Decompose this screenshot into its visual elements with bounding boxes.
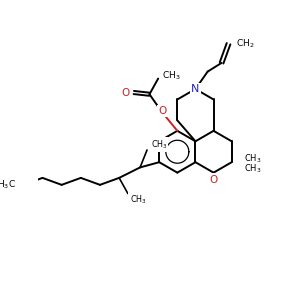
Text: CH$_3$: CH$_3$ [130, 194, 146, 206]
Text: O: O [121, 88, 129, 98]
Text: CH$_3$: CH$_3$ [244, 163, 261, 175]
Text: N: N [191, 84, 200, 94]
Text: CH$_3$: CH$_3$ [162, 70, 180, 82]
Text: O: O [158, 106, 167, 116]
Text: CH$_2$: CH$_2$ [236, 38, 254, 50]
Text: O: O [209, 175, 218, 184]
Text: CH$_3$: CH$_3$ [151, 139, 167, 151]
Text: H$_3$C: H$_3$C [0, 178, 16, 191]
Text: CH$_3$: CH$_3$ [244, 152, 261, 165]
